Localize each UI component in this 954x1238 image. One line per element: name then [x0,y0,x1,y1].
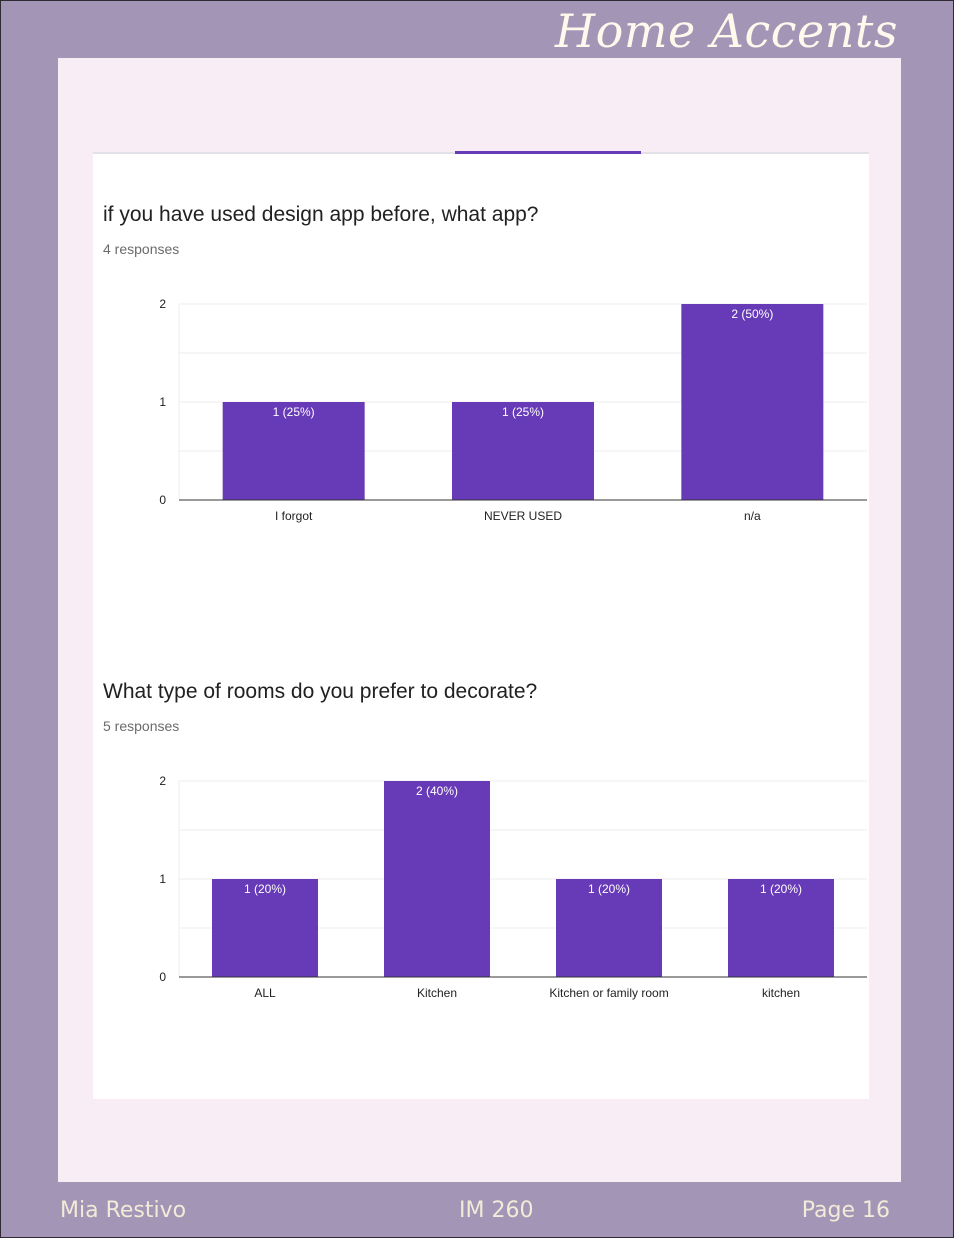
x-tick-label: Kitchen or family room [549,986,668,1000]
bar-data-label: 1 (20%) [244,882,286,896]
footer-author: Mia Restivo [60,1198,187,1223]
bar-chart-design-app: 0 1 2 1 (25%) I forgot 1 (25%) NEVER USED 2 (50… [159,297,867,523]
bar-data-label: 1 (20%) [588,882,630,896]
x-tick-label: I forgot [275,509,313,523]
y-tick-label: 0 [159,493,166,507]
bar [681,304,824,500]
response-count-2: 5 responses [103,718,180,734]
y-tick-label: 2 [159,774,166,788]
bar-chart-room-types: 0 1 2 1 (20%) ALL 2 (40%) Kitchen 1 (20%) Kitche… [159,774,867,1000]
x-tick-label: Kitchen [417,986,457,1000]
question-title-1: if you have used design app before, what… [103,203,539,226]
bar-data-label: 2 (50%) [731,307,773,321]
response-count-1: 4 responses [103,241,180,257]
bar-data-label: 1 (20%) [760,882,802,896]
y-tick-label: 0 [159,970,166,984]
y-tick-label: 1 [159,872,166,886]
x-tick-label: NEVER USED [484,509,562,523]
bar [728,879,834,977]
bar [222,402,365,500]
bar-data-label: 1 (25%) [502,405,544,419]
bar-data-label: 2 (40%) [416,784,458,798]
bar-data-label: 1 (25%) [273,405,315,419]
y-tick-label: 1 [159,395,166,409]
question-title-2: What type of rooms do you prefer to deco… [103,680,538,703]
x-tick-label: n/a [744,509,761,523]
y-tick-label: 2 [159,297,166,311]
bar [384,781,490,977]
footer-course: IM 260 [459,1198,534,1223]
active-tab-indicator [455,151,641,154]
x-tick-label: kitchen [762,986,800,1000]
brand-title: Home Accents [555,4,898,58]
bar [212,879,318,977]
bar [452,402,594,500]
x-tick-label: ALL [254,986,276,1000]
footer-page-number: Page 16 [801,1198,890,1223]
bar [556,879,662,977]
